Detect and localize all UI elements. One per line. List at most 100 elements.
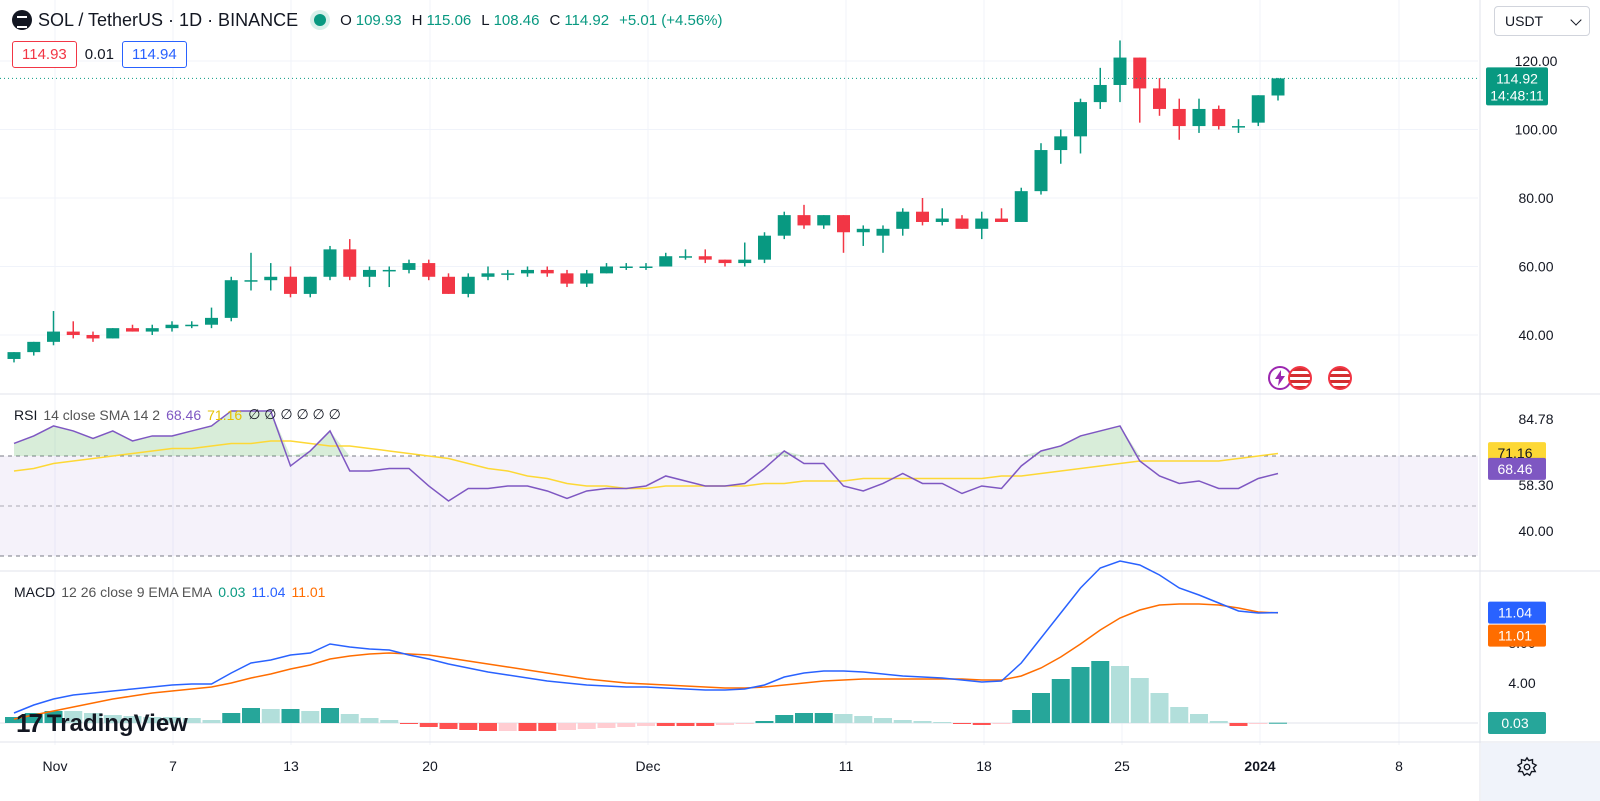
- time-axis-tick: 2024: [1244, 758, 1275, 774]
- macd-histogram-bar: [874, 718, 892, 723]
- candle[interactable]: [540, 269, 554, 274]
- candle[interactable]: [1133, 57, 1147, 89]
- candle[interactable]: [718, 259, 732, 264]
- macd-histogram-bar: [1130, 678, 1149, 723]
- low-value: 108.46: [493, 11, 540, 29]
- candle[interactable]: [1192, 108, 1206, 127]
- us-flag-event-icon[interactable]: [1288, 366, 1312, 390]
- macd-hist-badge: [1488, 712, 1546, 734]
- macd-histogram-bar: [637, 723, 655, 726]
- candle[interactable]: [1014, 191, 1028, 222]
- candle[interactable]: [224, 280, 238, 318]
- rsi-value: 68.46: [166, 406, 202, 423]
- candle[interactable]: [1153, 88, 1166, 109]
- candle[interactable]: [1113, 57, 1127, 85]
- candle[interactable]: [1034, 150, 1048, 192]
- candle[interactable]: [797, 215, 811, 226]
- currency-label: USDT: [1505, 13, 1544, 29]
- time-axis-tick: 8: [1395, 758, 1403, 774]
- macd-histogram-bar: [123, 716, 142, 723]
- candle[interactable]: [501, 273, 515, 275]
- high-value: 115.06: [426, 11, 472, 29]
- candle[interactable]: [916, 211, 929, 222]
- candle[interactable]: [560, 273, 574, 284]
- candle[interactable]: [1232, 126, 1245, 128]
- candle[interactable]: [659, 256, 673, 267]
- rsi-sma-value: 71.16: [207, 406, 243, 423]
- market-status-icon[interactable]: [314, 14, 327, 26]
- candle[interactable]: [185, 324, 199, 327]
- candle[interactable]: [27, 341, 41, 353]
- candle[interactable]: [1172, 108, 1186, 127]
- us-flag-event-icon[interactable]: [1328, 366, 1352, 390]
- candle[interactable]: [1054, 136, 1068, 151]
- candle[interactable]: [856, 228, 870, 233]
- candle[interactable]: [1271, 78, 1285, 96]
- candle[interactable]: [1093, 84, 1107, 103]
- candle[interactable]: [698, 256, 712, 260]
- candle[interactable]: [619, 266, 633, 269]
- macd-histogram-bar: [340, 714, 359, 723]
- macd-histogram-bar: [182, 718, 201, 723]
- candle[interactable]: [323, 249, 337, 277]
- candle[interactable]: [639, 266, 653, 269]
- settings-gear-icon[interactable]: [1514, 754, 1540, 780]
- candle[interactable]: [461, 276, 475, 294]
- candle[interactable]: [86, 335, 100, 339]
- candle[interactable]: [975, 218, 989, 229]
- time-axis-tick: 20: [422, 758, 438, 774]
- candle[interactable]: [935, 218, 949, 222]
- candle[interactable]: [382, 269, 396, 272]
- candle[interactable]: [1212, 108, 1226, 127]
- candle[interactable]: [343, 249, 357, 277]
- candle[interactable]: [165, 324, 179, 329]
- macd-legend[interactable]: MACD 12 26 close 9 EMA EMA 0.03 11.04 11…: [14, 584, 325, 600]
- macd-histogram-bar: [163, 717, 181, 723]
- candle[interactable]: [738, 259, 752, 264]
- candle[interactable]: [1074, 102, 1087, 137]
- axis-corner: [1481, 743, 1600, 801]
- candle[interactable]: [1251, 95, 1265, 123]
- candle[interactable]: [777, 215, 791, 236]
- candle[interactable]: [205, 317, 218, 325]
- candle[interactable]: [47, 331, 60, 342]
- macd-histogram-bar: [5, 717, 23, 723]
- candle[interactable]: [481, 273, 495, 277]
- candle[interactable]: [521, 269, 534, 274]
- candle[interactable]: [264, 276, 278, 281]
- candle[interactable]: [66, 331, 80, 335]
- candle[interactable]: [837, 215, 850, 233]
- candle[interactable]: [422, 263, 436, 277]
- candle[interactable]: [402, 263, 416, 270]
- sell-price-button[interactable]: 114.93: [12, 41, 77, 68]
- candle[interactable]: [244, 280, 258, 282]
- candle[interactable]: [876, 228, 890, 236]
- candle[interactable]: [284, 276, 297, 294]
- candle[interactable]: [600, 266, 613, 274]
- candle[interactable]: [7, 352, 21, 359]
- candle[interactable]: [145, 328, 159, 332]
- tradingview-logo[interactable]: 17 TradingView: [16, 708, 188, 739]
- macd-axis-label: 11.04: [1498, 605, 1532, 621]
- candle[interactable]: [442, 276, 455, 294]
- candle[interactable]: [758, 235, 771, 260]
- rsi-legend[interactable]: RSI 14 close SMA 14 2 68.46 71.16 ∅ ∅ ∅ …: [14, 406, 341, 423]
- candle[interactable]: [303, 276, 317, 294]
- candle[interactable]: [106, 328, 120, 339]
- candle[interactable]: [896, 211, 910, 229]
- candle[interactable]: [995, 218, 1008, 222]
- candle[interactable]: [817, 215, 831, 226]
- candle[interactable]: [955, 218, 969, 229]
- symbol-title[interactable]: SOL / TetherUS · 1D · BINANCE: [38, 9, 299, 30]
- candle[interactable]: [363, 269, 376, 277]
- candle[interactable]: [580, 273, 594, 284]
- candle[interactable]: [126, 328, 139, 332]
- rsi-axis-label: 68.46: [1497, 461, 1532, 477]
- buy-price-button[interactable]: 114.94: [121, 41, 187, 68]
- candle[interactable]: [679, 256, 692, 258]
- currency-selector[interactable]: USDT: [1494, 6, 1590, 36]
- low-label: L: [481, 11, 490, 29]
- rsi-axis-tick: 84.78: [1518, 411, 1553, 427]
